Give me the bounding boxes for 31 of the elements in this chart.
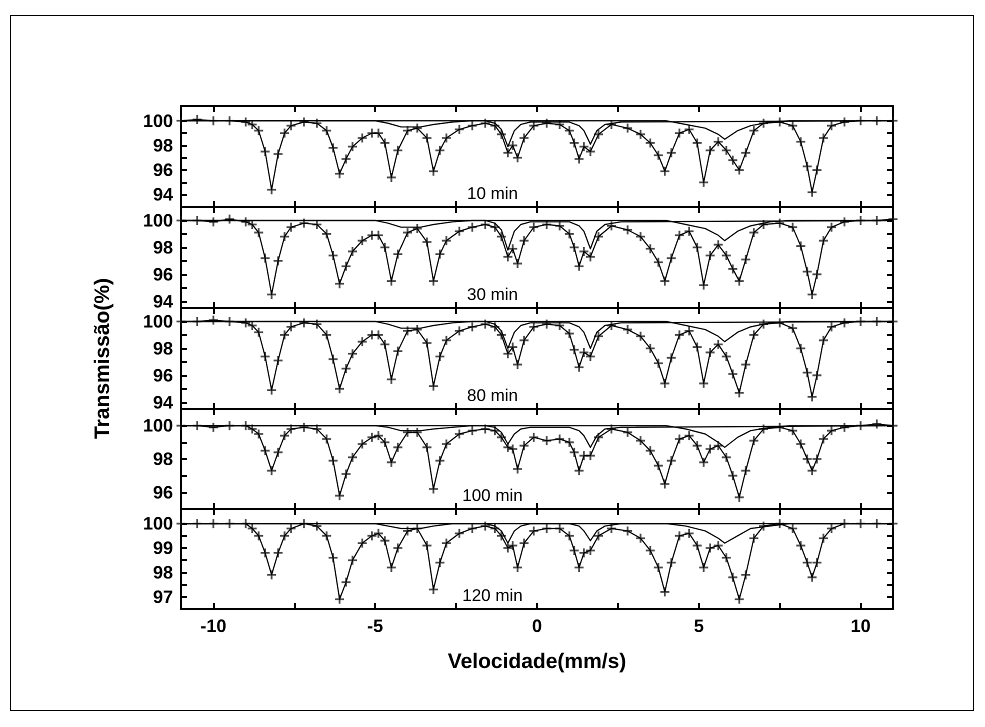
y-tick-label: 98 [152,135,173,156]
y-axis-title: Transmissão(%) [91,278,114,440]
y-tick-label: 94 [152,184,173,205]
x-tick-label: 0 [532,616,542,636]
y-tick-label: 100 [142,514,173,534]
annotation: 100 min [462,486,523,505]
y-tick-label: 100 [142,110,173,131]
x-axis-title: Velocidade(mm/s) [448,650,626,673]
y-tick-label: 100 [142,416,173,436]
y-tick-label: 98 [152,237,173,258]
annotation: 80 min [466,386,518,405]
x-tick-label: -10 [200,616,226,636]
y-tick-label: 94 [152,392,173,412]
y-tick-label: 98 [152,338,173,358]
y-tick-label: 96 [152,264,173,284]
y-tick-label: 100 [142,311,173,332]
annotation: 10 min [466,184,518,203]
y-tick-label: 98 [152,449,173,469]
annotation: 30 min [466,285,518,304]
y-tick-label: 99 [152,538,173,558]
y-tick-label: 96 [152,365,173,386]
y-tick-label: 94 [152,291,173,312]
y-tick-label: 97 [152,586,173,607]
annotation: 120 min [462,586,523,605]
x-tick-label: 10 [850,616,871,636]
x-tick-label: 5 [694,616,704,636]
y-tick-label: 98 [152,562,173,582]
y-tick-label: 96 [152,482,173,502]
x-tick-label: -5 [367,616,384,636]
y-tick-label: 100 [142,210,173,230]
y-tick-label: 96 [152,160,173,180]
